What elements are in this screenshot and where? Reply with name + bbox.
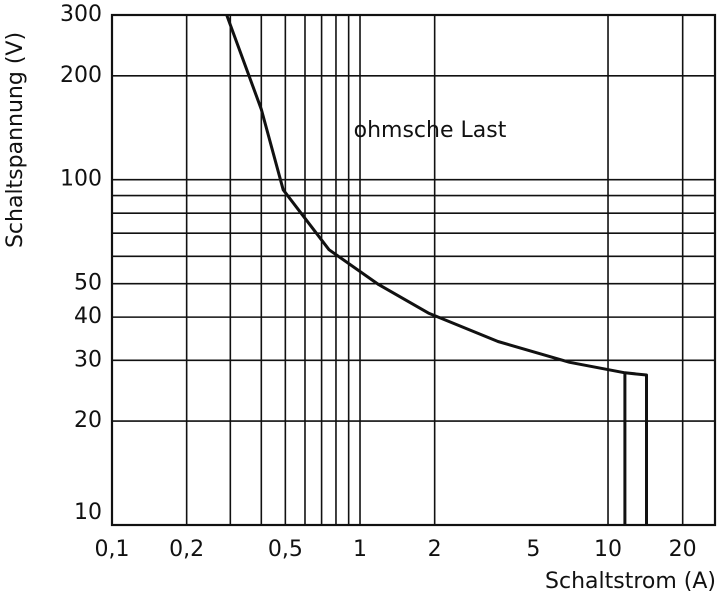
y-axis-label: Schaltspannung (V) (3, 32, 28, 248)
x-tick-label: 10 (594, 537, 622, 562)
curve (225, 14, 648, 525)
annotation: ohmsche Last (354, 118, 507, 143)
x-tick-label: 0,1 (95, 537, 130, 562)
y-tick-label: 50 (74, 271, 102, 296)
x-tick-label: 0,5 (268, 537, 303, 562)
annotation-bg (332, 114, 528, 148)
plot-frame (110, 13, 717, 527)
y-tick-label: 100 (60, 167, 102, 192)
y-tick-label: 10 (74, 500, 102, 525)
y-tick-label: 300 (60, 2, 102, 27)
x-tick-label: 2 (428, 537, 442, 562)
x-tick-label: 5 (526, 537, 540, 562)
y-tick-label: 40 (74, 304, 102, 329)
y-tick-label: 30 (74, 347, 102, 372)
y-tick-label: 20 (74, 408, 102, 433)
x-tick-label: 1 (353, 537, 367, 562)
x-tick-label: 0,2 (169, 537, 204, 562)
x-axis-label: Schaltstrom (A) (545, 569, 716, 594)
x-tick-label: 20 (669, 537, 697, 562)
y-tick-label: 200 (60, 63, 102, 88)
